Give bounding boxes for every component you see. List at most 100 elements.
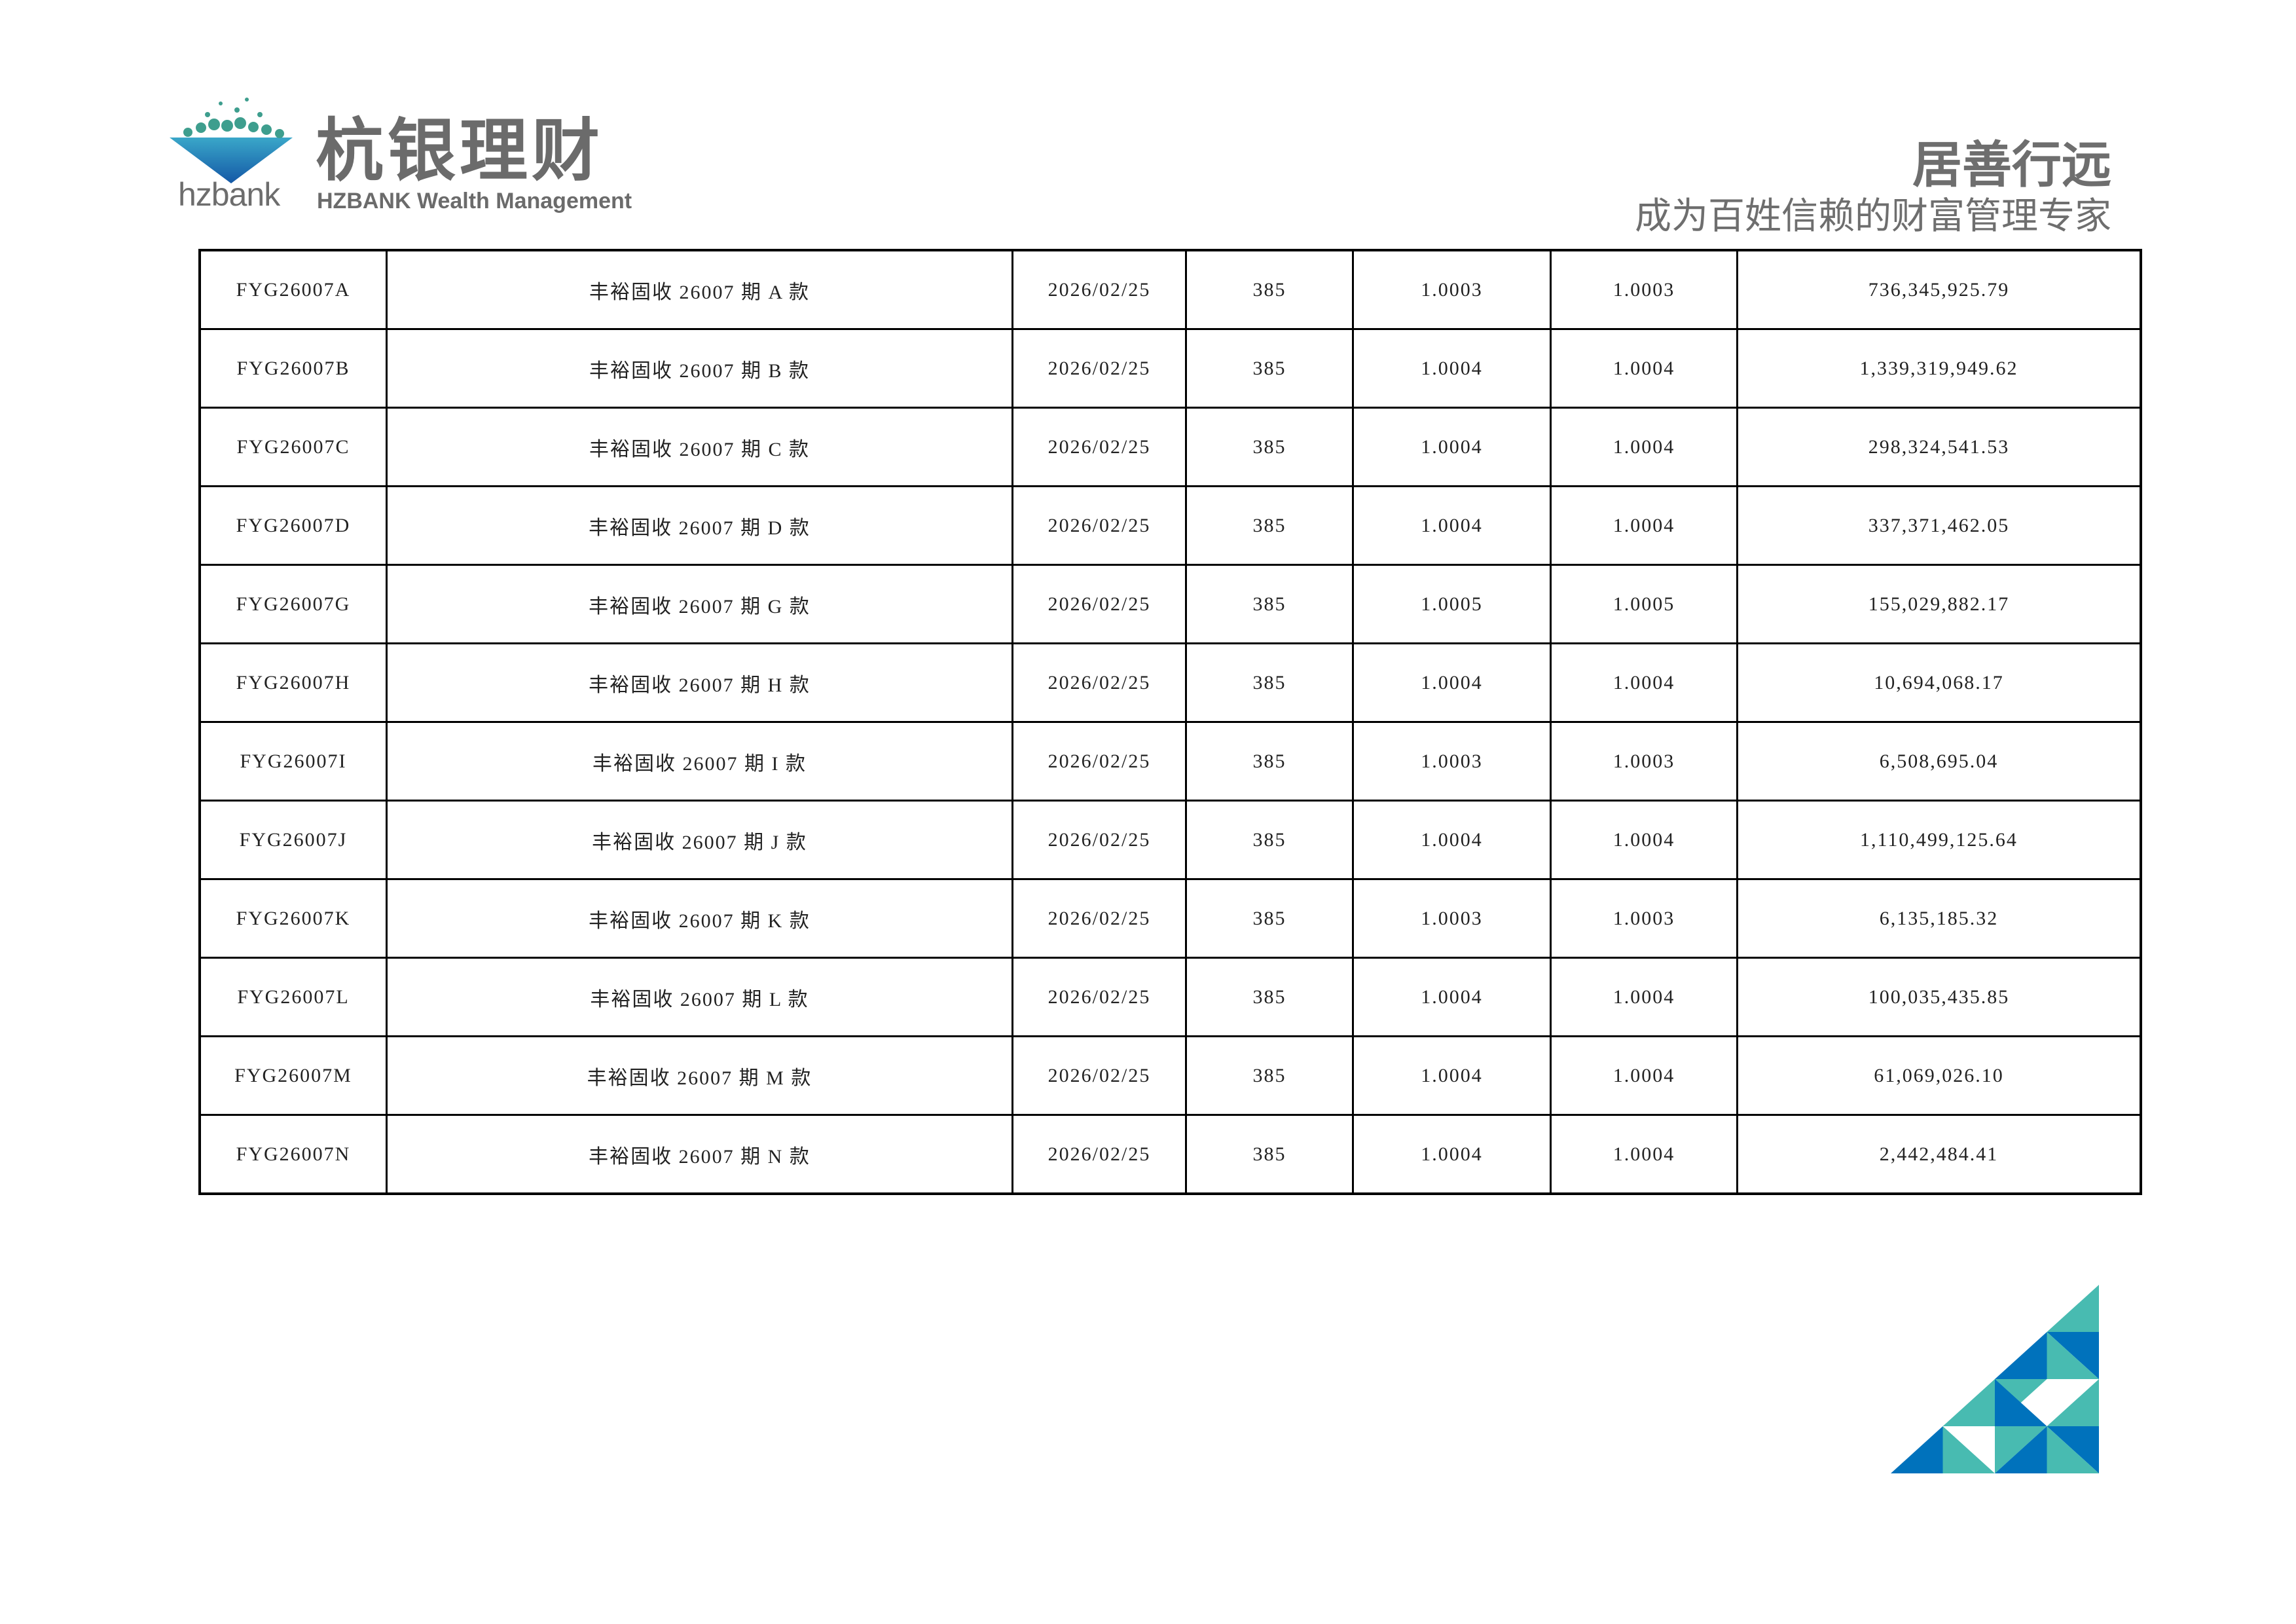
table-cell: FYG26007K (198, 878, 388, 959)
table-cell: 1.0004 (1550, 957, 1738, 1037)
triangle-tile (1891, 1426, 1943, 1473)
table-cell: 1,339,319,949.62 (1736, 328, 2142, 409)
table-cell: 385 (1185, 564, 1354, 644)
table-cell: 丰裕固收 26007 期 J 款 (386, 800, 1013, 880)
table-cell: 385 (1185, 1035, 1354, 1116)
table-row: FYG26007G 丰裕固收 26007 期 G 款 2026/02/25 385 1.… (198, 564, 2142, 644)
table-row: FYG26007C 丰裕固收 26007 期 C 款 2026/02/25 385 1.… (198, 407, 2142, 487)
table-cell: FYG26007L (198, 957, 388, 1037)
table-cell: 1.0003 (1550, 878, 1738, 959)
table-cell: 1.0004 (1550, 328, 1738, 409)
triangle-tile (1995, 1332, 2047, 1379)
triangle-tile (2047, 1379, 2099, 1426)
table-cell: 1.0004 (1352, 485, 1552, 566)
table-cell: 丰裕固收 26007 期 A 款 (386, 249, 1013, 330)
table-cell: 丰裕固收 26007 期 M 款 (386, 1035, 1013, 1116)
table-cell: 2026/02/25 (1011, 328, 1187, 409)
table-row: FYG26007N 丰裕固收 26007 期 N 款 2026/02/25 385 1.… (198, 1114, 2142, 1195)
table-cell: 1.0004 (1352, 407, 1552, 487)
table-cell: FYG26007N (198, 1114, 388, 1195)
table-row: FYG26007M 丰裕固收 26007 期 M 款 2026/02/25 385 1.… (198, 1035, 2142, 1116)
table-cell: 2026/02/25 (1011, 721, 1187, 802)
table-cell: 2,442,484.41 (1736, 1114, 2142, 1195)
table-cell: 2026/02/25 (1011, 1114, 1187, 1195)
table-cell: 1.0004 (1352, 1114, 1552, 1195)
nav-table: FYG26007A 丰裕固收 26007 期 A 款 2026/02/25 385 1.… (198, 249, 2142, 1195)
table-cell: 2026/02/25 (1011, 642, 1187, 723)
table-cell: 丰裕固收 26007 期 C 款 (386, 407, 1013, 487)
triangle-tile (1995, 1379, 2047, 1426)
table-cell: 1.0005 (1550, 564, 1738, 644)
table-cell: 298,324,541.53 (1736, 407, 2142, 487)
table-row: FYG26007H 丰裕固收 26007 期 H 款 2026/02/25 385 1.… (198, 642, 2142, 723)
table-cell: 1.0003 (1352, 249, 1552, 330)
table-cell: 2026/02/25 (1011, 485, 1187, 566)
table-cell: 6,508,695.04 (1736, 721, 2142, 802)
triangle-tile (2047, 1285, 2099, 1332)
table-cell: 1.0004 (1550, 407, 1738, 487)
table-cell: 1.0004 (1550, 485, 1738, 566)
table-cell: 2026/02/25 (1011, 800, 1187, 880)
triangle-pattern-decoration (1891, 1285, 2099, 1473)
table-cell: FYG26007A (198, 249, 388, 330)
table-cell: 1.0004 (1352, 800, 1552, 880)
table-cell: 2026/02/25 (1011, 564, 1187, 644)
table-cell: FYG26007B (198, 328, 388, 409)
table-cell: 385 (1185, 249, 1354, 330)
logo-latin: hzbank (178, 176, 280, 213)
table-cell: 6,135,185.32 (1736, 878, 2142, 959)
slogan: 居善行远 (1912, 136, 2111, 194)
table-row: FYG26007I 丰裕固收 26007 期 I 款 2026/02/25 385 1.… (198, 721, 2142, 802)
table-row: FYG26007J 丰裕固收 26007 期 J 款 2026/02/25 385 1.… (198, 800, 2142, 880)
table-row: FYG26007A 丰裕固收 26007 期 A 款 2026/02/25 385 1.… (198, 249, 2142, 330)
table-cell: 2026/02/25 (1011, 249, 1187, 330)
table-cell: 丰裕固收 26007 期 B 款 (386, 328, 1013, 409)
company-logo: hzbank 杭银理财 HZBANK Wealth Management (162, 92, 632, 223)
table-cell: 丰裕固收 26007 期 N 款 (386, 1114, 1013, 1195)
table-cell: 1.0004 (1550, 1035, 1738, 1116)
table-cell: 1.0004 (1352, 642, 1552, 723)
table-cell: FYG26007M (198, 1035, 388, 1116)
table-cell: 10,694,068.17 (1736, 642, 2142, 723)
table-row: FYG26007B 丰裕固收 26007 期 B 款 2026/02/25 385 1.… (198, 328, 2142, 409)
tagline: 成为百姓信赖的财富管理专家 (1635, 195, 2111, 238)
table-cell: 155,029,882.17 (1736, 564, 2142, 644)
triangle-tile (2047, 1332, 2099, 1379)
table-cell: FYG26007G (198, 564, 388, 644)
table-cell: 337,371,462.05 (1736, 485, 2142, 566)
table-cell: 2026/02/25 (1011, 1035, 1187, 1116)
table-cell: 385 (1185, 957, 1354, 1037)
triangle-tile (2047, 1426, 2099, 1473)
table-cell: 丰裕固收 26007 期 H 款 (386, 642, 1013, 723)
table-cell: 1.0004 (1352, 957, 1552, 1037)
triangle-tile (1995, 1426, 2047, 1473)
table-cell: 385 (1185, 407, 1354, 487)
table-cell: FYG26007D (198, 485, 388, 566)
table-cell: 385 (1185, 721, 1354, 802)
table-cell: 100,035,435.85 (1736, 957, 2142, 1037)
diamond-logo-icon (170, 98, 293, 183)
table-cell: 385 (1185, 878, 1354, 959)
logo-name-cn: 杭银理财 (316, 111, 604, 191)
table-cell: 61,069,026.10 (1736, 1035, 2142, 1116)
table-cell: 丰裕固收 26007 期 K 款 (386, 878, 1013, 959)
table-cell: 2026/02/25 (1011, 407, 1187, 487)
table-cell: 1.0003 (1352, 721, 1552, 802)
table-cell: 1.0004 (1550, 1114, 1738, 1195)
table-cell: 1.0004 (1550, 642, 1738, 723)
table-cell: 1.0003 (1550, 721, 1738, 802)
table-row: FYG26007K 丰裕固收 26007 期 K 款 2026/02/25 385 1.… (198, 878, 2142, 959)
table-cell: 丰裕固收 26007 期 G 款 (386, 564, 1013, 644)
table-cell: 丰裕固收 26007 期 D 款 (386, 485, 1013, 566)
table-cell: 1.0005 (1352, 564, 1552, 644)
table-cell: 385 (1185, 1114, 1354, 1195)
table-cell: 1.0004 (1550, 800, 1738, 880)
table-cell: 2026/02/25 (1011, 878, 1187, 959)
table-cell: FYG26007H (198, 642, 388, 723)
table-row: FYG26007D 丰裕固收 26007 期 D 款 2026/02/25 385 1.… (198, 485, 2142, 566)
table-cell: 1.0003 (1352, 878, 1552, 959)
table-cell: 385 (1185, 800, 1354, 880)
table-cell: 丰裕固收 26007 期 I 款 (386, 721, 1013, 802)
table-cell: FYG26007J (198, 800, 388, 880)
triangle-tile (1942, 1379, 1995, 1426)
